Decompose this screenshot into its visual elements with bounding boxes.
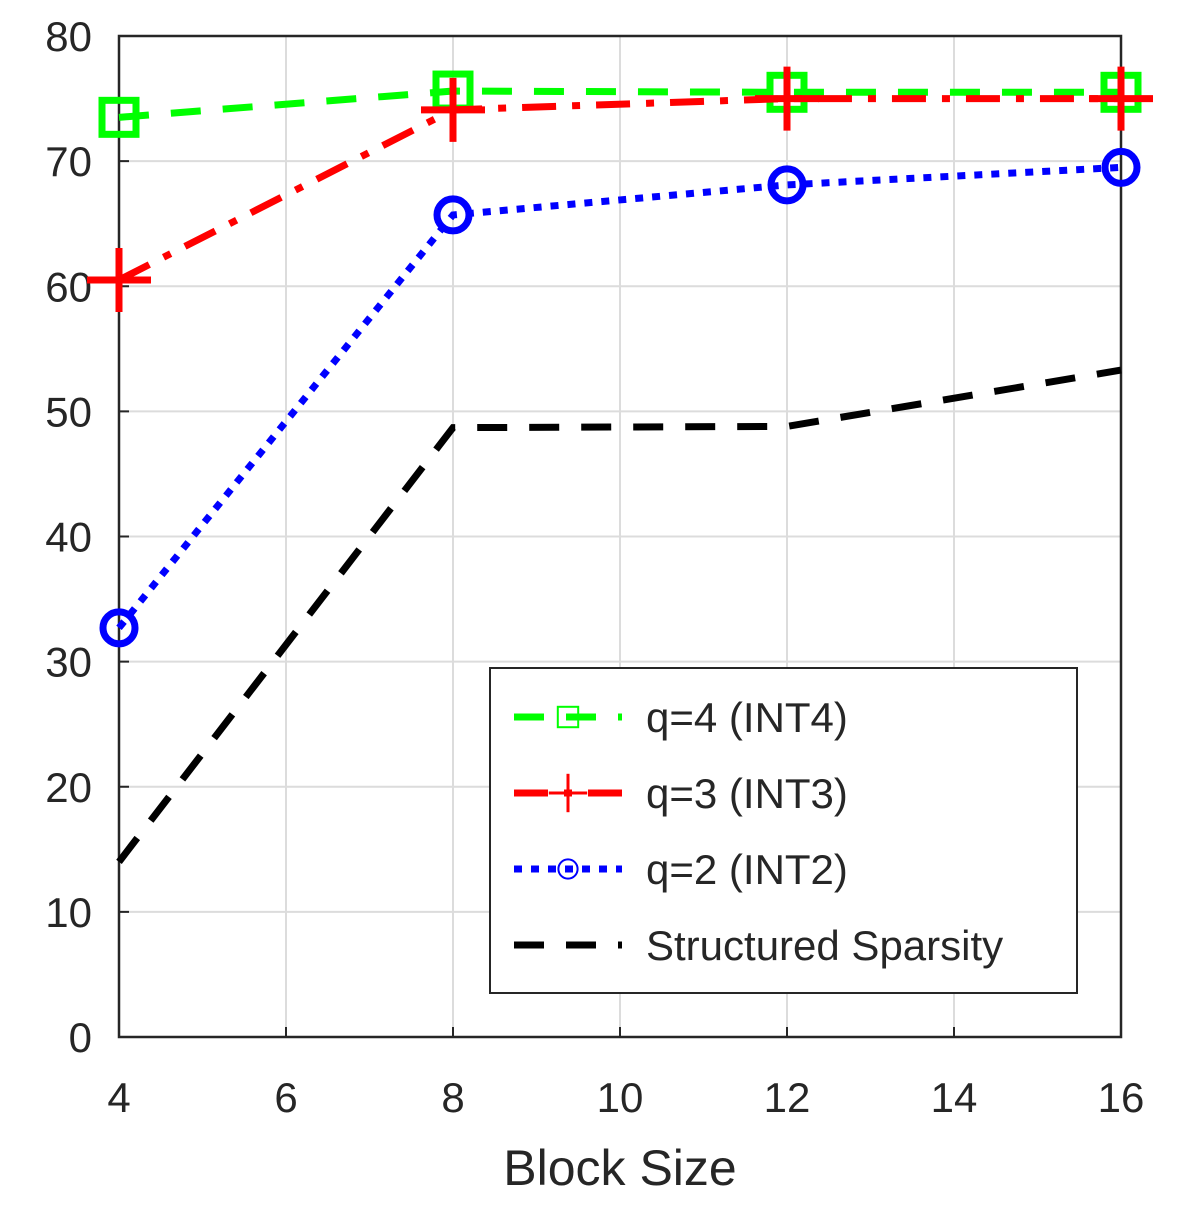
legend: q=4 (INT4) q=3 (INT3) q=2 (INT2) Structured…: [489, 667, 1078, 994]
legend-box: [489, 667, 1078, 994]
series-1: [87, 66, 1153, 312]
ticks: 4 6 8 10 12 14 16 0 10 20 30 40 50 60 70 80: [45, 13, 1144, 1121]
plus-marker: [87, 247, 151, 312]
plus-marker: [421, 77, 485, 142]
legend-label: q=4 (INT4): [646, 694, 848, 741]
series-line: [117, 95, 1121, 284]
y-tick-label: 30: [45, 639, 92, 686]
x-tick-label: 16: [1098, 1074, 1145, 1121]
circle-marker: [767, 165, 807, 205]
plus-marker: [548, 773, 588, 813]
series-line: [118, 87, 1121, 121]
grid: [118, 35, 1122, 1038]
y-tick-label: 50: [45, 388, 92, 435]
legend-label: Structured Sparsity: [646, 922, 1003, 969]
x-tick-label: 6: [274, 1074, 297, 1121]
x-tick-label: 10: [597, 1074, 644, 1121]
plus-marker: [755, 66, 819, 131]
legend-label: q=3 (INT3): [646, 770, 848, 817]
legend-entry: q=3 (INT3): [514, 770, 848, 817]
legend-label: q=2 (INT2): [646, 846, 848, 893]
y-tick-label: 10: [45, 889, 92, 936]
series-2: [99, 147, 1141, 648]
legend-entry: Structured Sparsity: [514, 922, 1003, 969]
y-tick-label: 40: [45, 514, 92, 561]
x-tick-label: 8: [441, 1074, 464, 1121]
y-tick-label: 0: [69, 1014, 92, 1061]
series-3: [116, 366, 1122, 864]
circle-marker: [1101, 147, 1141, 187]
series-line: [116, 163, 1122, 631]
square-marker: [98, 96, 140, 138]
y-tick-label: 20: [45, 764, 92, 811]
circle-marker: [433, 195, 473, 235]
y-tick-label: 60: [45, 263, 92, 310]
circle-marker: [99, 608, 139, 648]
legend-entry: q=2 (INT2): [514, 846, 848, 893]
y-tick-label: 80: [45, 13, 92, 60]
plus-marker: [1089, 66, 1153, 131]
x-tick-label: 4: [107, 1074, 130, 1121]
x-tick-label: 14: [931, 1074, 978, 1121]
x-tick-label: 12: [764, 1074, 811, 1121]
y-tick-label: 70: [45, 138, 92, 185]
series-lines: [87, 66, 1153, 864]
legend-entry: q=4 (INT4): [514, 694, 848, 741]
square-marker: [556, 705, 580, 729]
series-line: [116, 366, 1122, 864]
circle-marker: [557, 858, 579, 880]
x-axis-label: Block Size: [503, 1140, 736, 1196]
